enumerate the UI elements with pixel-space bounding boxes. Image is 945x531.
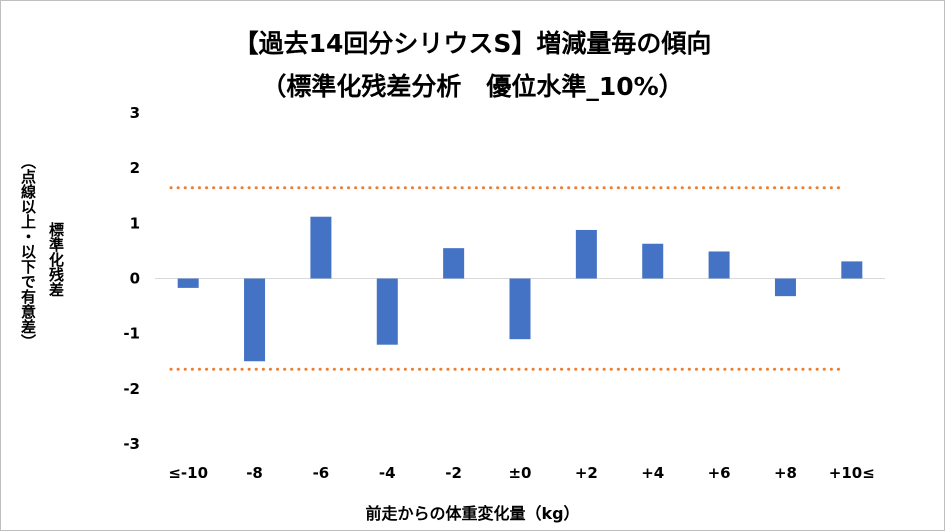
y-tick-label: 3 <box>130 104 140 122</box>
x-tick-label: +4 <box>641 464 664 482</box>
x-axis-label: 前走からの体重変化量（kg） <box>365 504 580 523</box>
bar <box>642 243 664 279</box>
y-tick-label: -1 <box>123 325 140 343</box>
bar <box>310 216 332 279</box>
bar <box>841 261 863 279</box>
y-axis-label: 標準化残差 <box>47 222 65 297</box>
bar <box>177 278 199 288</box>
x-tick-label: -2 <box>445 464 462 482</box>
x-tick-label: -4 <box>379 464 396 482</box>
bar <box>509 278 531 340</box>
bar <box>376 278 398 345</box>
y-tick-label: 1 <box>130 214 140 232</box>
x-tick-label: -6 <box>313 464 330 482</box>
y-tick-label: -3 <box>123 435 140 453</box>
y-axis-label-group: （点線以上・以下で有意差） 標準化残差 <box>6 150 76 410</box>
bar <box>443 248 465 279</box>
y-tick-label: 0 <box>130 270 140 288</box>
bar <box>244 278 266 362</box>
x-tick-label: ±0 <box>508 464 531 482</box>
bar <box>708 251 730 279</box>
y-tick-label: 2 <box>130 159 140 177</box>
chart-title: 【過去14回分シリウスS】増減量毎の傾向 <box>233 29 712 58</box>
x-tick-label: +8 <box>774 464 797 482</box>
bar <box>575 229 597 279</box>
x-tick-label: ≤-10 <box>168 464 208 482</box>
y-tick-label: -2 <box>123 380 140 398</box>
x-tick-label: -8 <box>246 464 263 482</box>
chart-subtitle: （標準化残差分析 優位水準_10%） <box>261 72 684 101</box>
x-tick-label: +10≤ <box>829 464 875 482</box>
x-tick-label: +6 <box>708 464 731 482</box>
x-tick-label: +2 <box>575 464 598 482</box>
y-axis-note: （点線以上・以下で有意差） <box>19 154 37 349</box>
bar <box>774 278 796 297</box>
